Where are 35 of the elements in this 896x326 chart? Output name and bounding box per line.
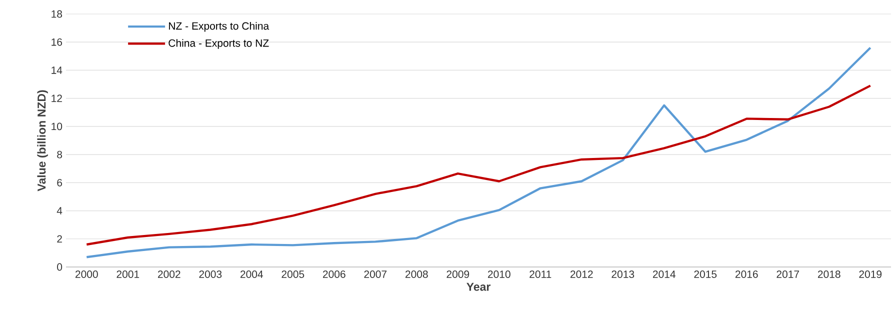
x-tick-label: 2008 <box>405 270 428 278</box>
line-series <box>86 84 872 246</box>
x-tick-label: 2003 <box>199 270 222 278</box>
x-tick-label: 2007 <box>364 270 387 278</box>
y-tick-label: 16 <box>52 38 62 46</box>
x-tick-label: 2016 <box>735 270 758 278</box>
y-tick-label: 2 <box>57 235 62 243</box>
x-tick-label: 2001 <box>116 270 140 278</box>
x-tick-label: 2006 <box>322 270 346 278</box>
y-tick-label: 8 <box>57 150 62 158</box>
x-tick-label: 2012 <box>570 270 593 278</box>
x-tick-label: 2000 <box>75 270 98 278</box>
y-tick-label: 14 <box>52 66 62 74</box>
legend-label: China - Exports to NZ <box>168 39 269 49</box>
y-tick-label: 10 <box>52 122 62 130</box>
x-tick-label: 2002 <box>158 270 180 278</box>
x-tick-label: 2019 <box>859 270 882 278</box>
x-tick-label: 2018 <box>818 270 840 278</box>
x-tick-label: 2013 <box>612 270 634 278</box>
y-tick-label: 18 <box>52 10 62 18</box>
x-tick-label: 2015 <box>694 270 717 278</box>
x-tick-label: 2010 <box>488 270 510 278</box>
legend-label: NZ - Exports to China <box>169 22 270 32</box>
x-tick-label: 2017 <box>776 270 800 278</box>
x-tick-label: 2004 <box>240 270 263 278</box>
y-tick-label: 0 <box>57 263 62 271</box>
x-tick-label: 2005 <box>282 270 304 278</box>
y-tick-label: 12 <box>52 94 62 102</box>
y-axis-title: Value (billion NZD) <box>37 90 48 192</box>
x-axis-title: Year <box>466 282 490 291</box>
x-tick-label: 2011 <box>530 270 552 278</box>
x-tick-label: 2014 <box>652 270 676 278</box>
y-tick-label: 6 <box>57 178 62 186</box>
y-tick-label: 4 <box>56 207 62 214</box>
x-tick-label: 2009 <box>446 270 470 278</box>
